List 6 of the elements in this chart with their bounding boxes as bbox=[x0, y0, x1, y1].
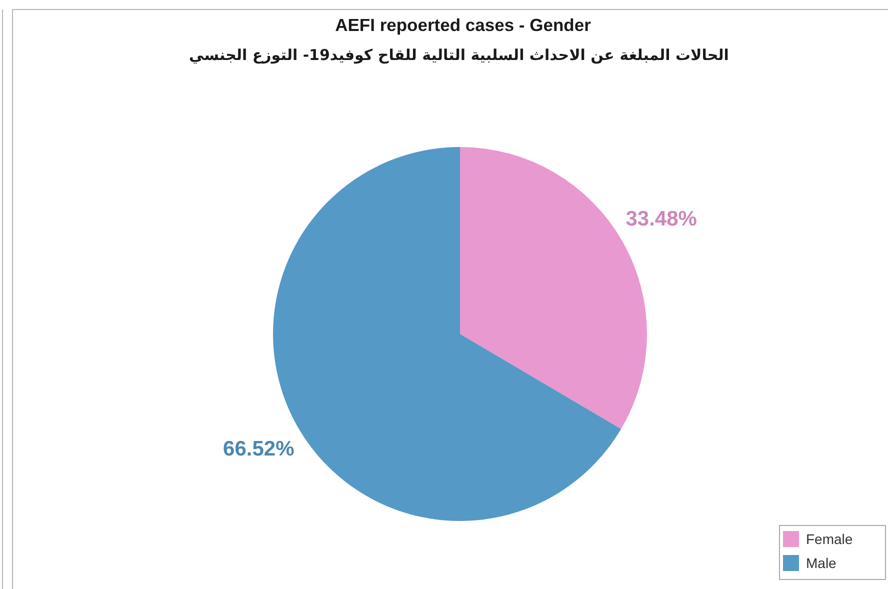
data-label: 66.52% bbox=[223, 438, 295, 461]
legend-label: Male bbox=[806, 555, 837, 571]
chart-title: AEFI repoerted cases - Gender bbox=[335, 15, 592, 35]
data-label: 33.48% bbox=[626, 207, 698, 230]
chart-subtitle: الحالات المبلغة عن الاحداث السلبية التالية للقاح كوفيد19- التوزع الجنسي bbox=[189, 46, 729, 64]
legend-label: Female bbox=[806, 531, 853, 547]
